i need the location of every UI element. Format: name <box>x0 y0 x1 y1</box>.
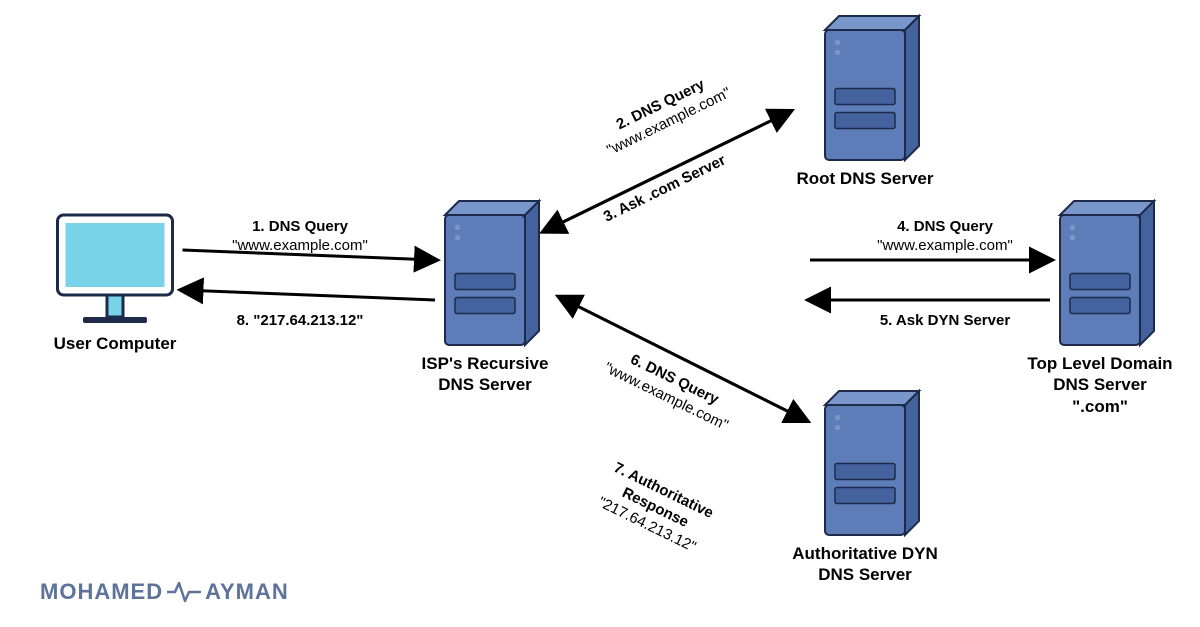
edge-label-e8: 8. "217.64.213.12" <box>190 312 410 331</box>
label-tld: Top Level Domain DNS Server ".com" <box>980 353 1200 417</box>
server-icon <box>825 391 919 535</box>
edge-label-e5: 5. Ask DYN Server <box>835 312 1055 331</box>
logo-left: MOHAMED <box>40 579 163 605</box>
server-icon <box>1060 201 1154 345</box>
edge-label-e1: 1. DNS Query"www.example.com" <box>190 218 410 256</box>
heartbeat-icon <box>167 580 201 604</box>
label-auth: Authoritative DYN DNS Server <box>745 543 985 586</box>
logo: MOHAMED AYMAN <box>40 579 289 605</box>
arrow-e8 <box>183 290 436 300</box>
label-root: Root DNS Server <box>745 168 985 189</box>
edge-label-e4: 4. DNS Query"www.example.com" <box>835 218 1055 256</box>
server-icon <box>825 16 919 160</box>
label-user: User Computer <box>0 333 235 354</box>
server-icon <box>445 201 539 345</box>
logo-right: AYMAN <box>205 579 289 605</box>
monitor-icon <box>58 215 173 323</box>
